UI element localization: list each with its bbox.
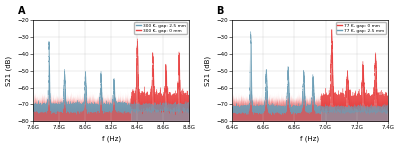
Legend: 77 K, gap: 0 mm, 77 K, gap: 2.5 mm: 77 K, gap: 0 mm, 77 K, gap: 2.5 mm	[336, 22, 386, 34]
X-axis label: f (Hz): f (Hz)	[300, 136, 320, 142]
Text: A: A	[18, 6, 25, 16]
X-axis label: f (Hz): f (Hz)	[102, 136, 121, 142]
Y-axis label: S21 (dB): S21 (dB)	[6, 56, 12, 86]
Legend: 300 K, gap: 2.5 mm, 300 K, gap: 0 mm: 300 K, gap: 2.5 mm, 300 K, gap: 0 mm	[134, 22, 187, 34]
Text: B: B	[216, 6, 224, 16]
Y-axis label: S21 (dB): S21 (dB)	[204, 56, 211, 86]
